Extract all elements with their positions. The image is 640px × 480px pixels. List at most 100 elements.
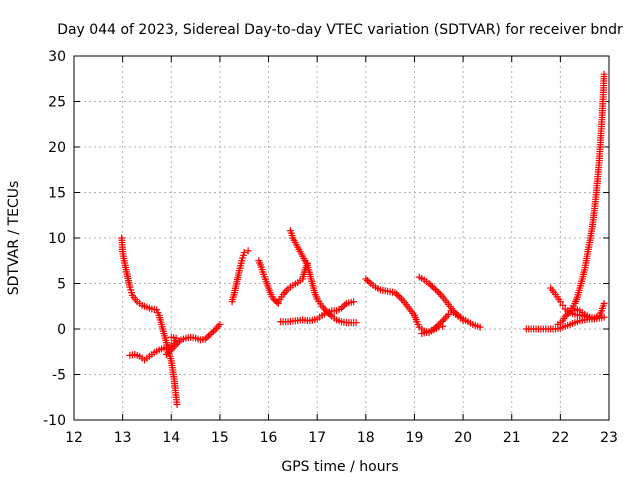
x-tick-label: 22 (551, 430, 569, 446)
y-tick-label: 15 (48, 186, 66, 202)
data-point (281, 289, 289, 297)
data-point (433, 322, 441, 330)
x-tick-label: 13 (114, 430, 132, 446)
data-point (216, 320, 224, 328)
axis-ticks: 12 13 14 15 16 17 18 19 20 21 22 23 -10 -5 0 5 10 15 20 25 3… (43, 49, 618, 446)
x-tick-label: 20 (454, 430, 472, 446)
series-arc15 (566, 70, 608, 315)
x-tick-label: 12 (65, 430, 83, 446)
series-arc6 (274, 259, 311, 306)
data-point (556, 298, 564, 306)
y-tick-label: -10 (43, 413, 66, 429)
data-point (208, 329, 216, 337)
x-tick-label: 15 (211, 430, 229, 446)
data-point (438, 317, 446, 325)
data-points (118, 70, 608, 409)
data-point (338, 304, 345, 312)
y-tick-label: 25 (48, 95, 66, 111)
data-point (438, 292, 446, 300)
data-point (436, 319, 444, 327)
data-point (341, 301, 349, 309)
data-point (433, 287, 441, 295)
data-point (240, 249, 248, 257)
series-arc4 (228, 247, 252, 306)
data-point (397, 295, 405, 303)
data-point (206, 330, 214, 338)
data-point (269, 295, 277, 303)
data-point (167, 333, 175, 341)
data-point (362, 275, 370, 283)
data-point (600, 300, 608, 308)
data-point (476, 323, 484, 331)
data-point (162, 350, 170, 358)
y-axis-label: SDTVAR / TECUs (6, 181, 22, 296)
series-arc14 (554, 300, 608, 328)
data-point (435, 320, 443, 328)
data-point (436, 290, 444, 298)
grid-lines (74, 56, 609, 420)
series-arc11 (418, 307, 467, 338)
data-point (600, 70, 608, 78)
data-point (432, 286, 440, 294)
data-point (561, 312, 569, 320)
data-point (172, 340, 180, 348)
x-tick-label: 14 (162, 430, 180, 446)
data-point (365, 278, 373, 286)
data-point (394, 292, 402, 300)
series-arc1 (118, 234, 181, 409)
data-point (428, 283, 436, 291)
x-tick-label: 17 (308, 430, 326, 446)
data-point (363, 276, 371, 284)
data-point (350, 298, 358, 306)
data-point (441, 314, 449, 322)
data-point (339, 303, 347, 311)
x-tick-label: 21 (503, 430, 521, 446)
data-point (600, 313, 608, 321)
data-point (445, 310, 452, 318)
series-arc8 (277, 298, 358, 326)
data-point (443, 312, 451, 320)
data-point (271, 296, 279, 304)
y-tick-label: 0 (57, 322, 66, 338)
data-point (164, 349, 172, 357)
x-tick-label: 16 (260, 430, 278, 446)
data-point (425, 280, 433, 287)
data-point (559, 301, 567, 309)
y-tick-label: 10 (48, 231, 66, 247)
data-point (174, 339, 182, 347)
data-point (393, 290, 401, 298)
data-point (201, 335, 209, 343)
data-point (209, 327, 217, 335)
data-point (175, 337, 183, 345)
data-point (213, 324, 221, 332)
data-point (166, 347, 174, 355)
data-point (563, 311, 571, 319)
data-point (244, 247, 252, 255)
data-point (399, 297, 407, 305)
series-arc10 (415, 273, 484, 331)
data-point (203, 333, 211, 341)
x-tick-label: 23 (600, 430, 618, 446)
x-axis-label: GPS time / hours (281, 459, 398, 475)
data-point (320, 304, 328, 312)
data-point (282, 287, 290, 295)
data-point (391, 289, 399, 297)
series-arc2 (126, 333, 180, 364)
x-tick-label: 19 (406, 430, 424, 446)
data-point (173, 401, 181, 409)
series-arc3 (162, 320, 224, 358)
data-point (427, 281, 435, 289)
data-point (432, 323, 440, 331)
series-arc7 (286, 227, 360, 327)
chart-title: Day 044 of 2023, Sidereal Day-to-day VTE… (57, 22, 623, 38)
data-point (205, 332, 213, 340)
x-tick-label: 18 (357, 430, 375, 446)
data-point (430, 325, 438, 333)
y-tick-label: 20 (48, 140, 66, 156)
y-tick-label: -5 (52, 368, 66, 384)
y-tick-label: 30 (48, 49, 66, 65)
data-point (430, 284, 438, 292)
data-point (459, 317, 467, 325)
data-point (352, 319, 360, 327)
